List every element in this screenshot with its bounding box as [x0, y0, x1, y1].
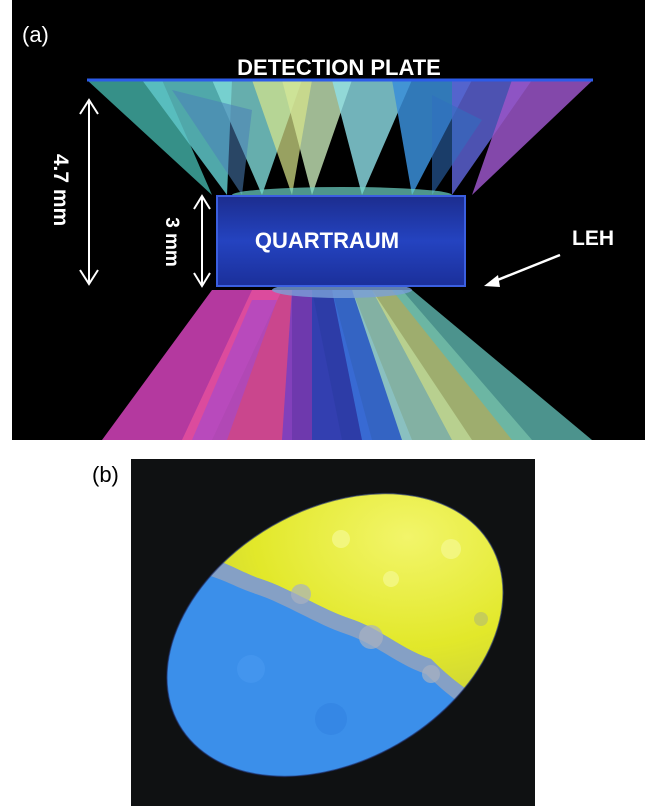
- quartraum-box: [216, 195, 466, 287]
- upper-beam-cone: [87, 80, 593, 195]
- panel-b-label: (b): [92, 462, 119, 487]
- panel-a-label: (a): [22, 22, 49, 47]
- inner-dimension-arrow: [193, 194, 211, 288]
- outer-dimension-arrow: [79, 98, 99, 286]
- leh-arrowhead: [484, 275, 500, 287]
- spot-outline: [166, 492, 504, 778]
- outer-dimension-label: 4.7 mm: [49, 154, 72, 226]
- leh-label: LEH: [572, 227, 614, 250]
- leh-arrow-line: [489, 253, 561, 285]
- panel-b-image: [131, 459, 535, 806]
- quartraum-label: QUARTRAUM: [255, 228, 399, 253]
- hohlraum-diagram-svg: DETECTION PLATE QUARTRAUM LEH 4.7 mm 3 m…: [49, 55, 614, 440]
- spot-image-svg: [131, 459, 535, 806]
- panel-a-diagram: DETECTION PLATE QUARTRAUM LEH 4.7 mm 3 m…: [12, 0, 645, 440]
- lower-beam-cone: [102, 290, 592, 440]
- detection-plate-label: DETECTION PLATE: [237, 55, 441, 80]
- inner-dimension-label: 3 mm: [161, 217, 182, 267]
